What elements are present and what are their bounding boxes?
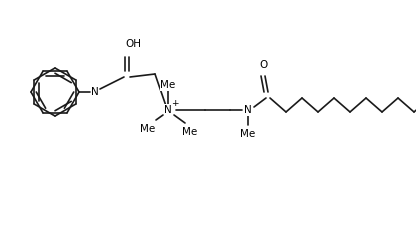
Text: OH: OH	[125, 39, 141, 49]
Text: Me: Me	[240, 129, 255, 139]
Text: +: +	[171, 99, 179, 109]
Text: N: N	[164, 105, 172, 115]
Text: N: N	[91, 87, 99, 97]
Text: N: N	[244, 105, 252, 115]
Text: O: O	[259, 60, 267, 70]
Text: Me: Me	[140, 124, 156, 134]
Text: Me: Me	[161, 80, 176, 90]
Text: Me: Me	[182, 127, 198, 137]
